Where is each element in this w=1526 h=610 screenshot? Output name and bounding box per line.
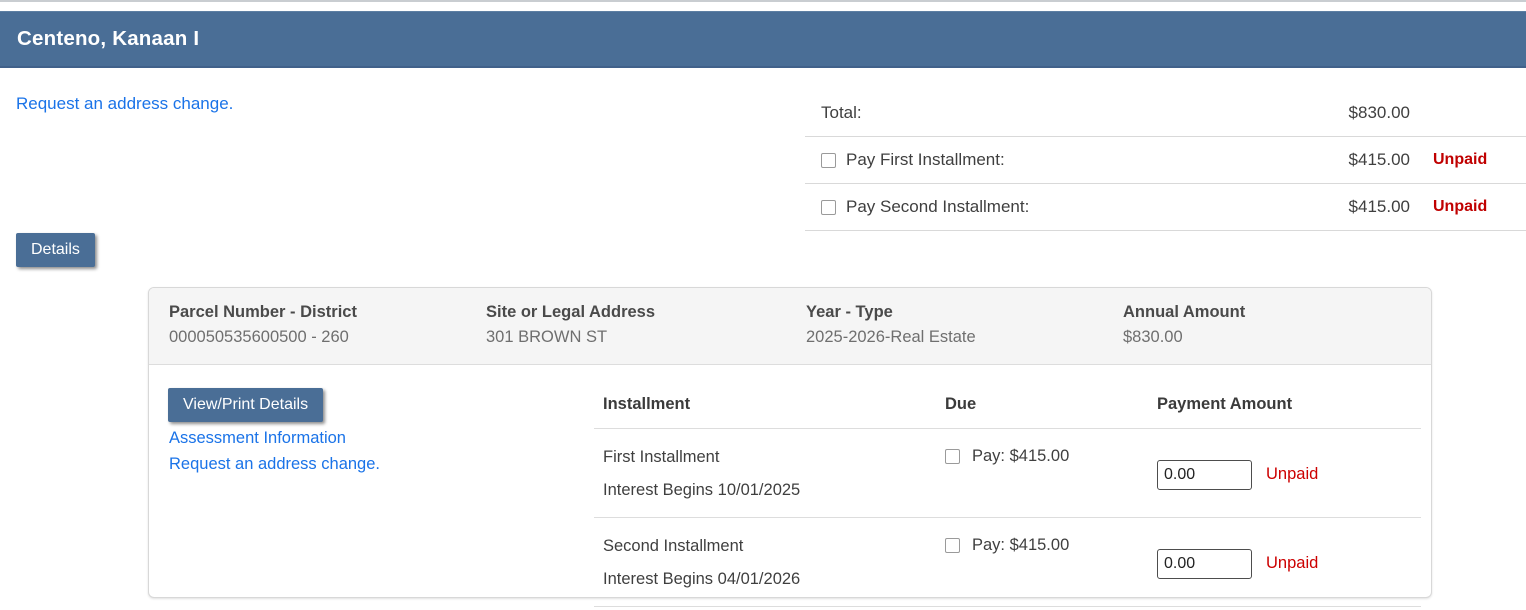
first-installment-status-badge: Unpaid bbox=[1433, 151, 1488, 168]
assessment-information-link[interactable]: Assessment Information bbox=[169, 429, 346, 447]
parcel-info-header: Parcel Number - District 000050535600500… bbox=[149, 288, 1431, 365]
row-pay-first-checkbox[interactable] bbox=[945, 448, 960, 464]
payment-amount-column-header: Payment Amount bbox=[1157, 395, 1293, 413]
parcel-details-body: View/Print Details Assessment Informatio… bbox=[149, 365, 1431, 607]
table-row: First Installment Interest Begins 10/01/… bbox=[594, 429, 1421, 518]
taxpayer-title-bar: Centeno, Kanaan I bbox=[0, 11, 1526, 68]
summary-row-total: Total: $830.00 bbox=[805, 90, 1526, 137]
due-column-header: Due bbox=[945, 395, 977, 413]
first-installment-payment-cell: Unpaid bbox=[1148, 442, 1421, 507]
summary-row-first-installment: Pay First Installment: $415.00 Unpaid bbox=[805, 137, 1526, 184]
second-payment-status: Unpaid bbox=[1266, 554, 1319, 572]
second-installment-status-badge: Unpaid bbox=[1433, 198, 1488, 215]
parcel-info-col-year-type: Year - Type 2025-2026-Real Estate bbox=[806, 303, 1123, 364]
interest-begins-note: Interest Begins 04/01/2026 bbox=[603, 570, 801, 588]
second-installment-label: Pay Second Installment: bbox=[846, 197, 1030, 216]
row-pay-second-checkbox[interactable] bbox=[945, 537, 960, 553]
annual-amount-label: Annual Amount bbox=[1123, 303, 1246, 321]
second-installment-amount: $415.00 bbox=[1348, 197, 1410, 216]
first-payment-amount-input[interactable] bbox=[1157, 459, 1252, 490]
pay-first-installment-checkbox[interactable] bbox=[821, 152, 836, 168]
second-payment-amount-input[interactable] bbox=[1157, 548, 1252, 579]
installment-name: First Installment bbox=[603, 448, 720, 466]
second-installment-payment-cell: Unpaid bbox=[1148, 531, 1421, 596]
due-amount-text: Pay: $415.00 bbox=[972, 446, 1070, 465]
details-button[interactable]: Details bbox=[16, 233, 95, 267]
parcel-info-col-annual-amount: Annual Amount $830.00 bbox=[1123, 303, 1411, 364]
first-installment-label: Pay First Installment: bbox=[846, 150, 1005, 169]
first-payment-status: Unpaid bbox=[1266, 465, 1319, 483]
second-installment-due-cell: Pay: $415.00 bbox=[936, 534, 1148, 556]
taxpayer-name: Centeno, Kanaan I bbox=[17, 27, 200, 50]
installment-column-header: Installment bbox=[603, 395, 691, 413]
site-address-label: Site or Legal Address bbox=[486, 303, 656, 321]
parcel-info-col-address: Site or Legal Address 301 BROWN ST bbox=[486, 303, 806, 364]
pay-second-installment-checkbox[interactable] bbox=[821, 199, 836, 215]
interest-begins-note: Interest Begins 10/01/2025 bbox=[603, 481, 801, 499]
parcel-details-panel: Parcel Number - District 000050535600500… bbox=[148, 287, 1432, 607]
total-label: Total: bbox=[821, 103, 862, 122]
address-change-link-panel[interactable]: Request an address change. bbox=[169, 455, 380, 473]
due-amount-text: Pay: $415.00 bbox=[972, 535, 1070, 554]
first-installment-label-wrap: Pay First Installment: bbox=[821, 150, 1320, 170]
installment-table: Installment Due Payment Amount First Ins… bbox=[594, 389, 1421, 607]
year-type-label: Year - Type bbox=[806, 303, 893, 321]
parcel-number-value: 000050535600500 - 260 bbox=[169, 328, 349, 346]
installment-name: Second Installment bbox=[603, 537, 744, 555]
total-amount: $830.00 bbox=[1348, 103, 1410, 122]
year-type-value: 2025-2026-Real Estate bbox=[806, 328, 976, 346]
installment-table-header: Installment Due Payment Amount bbox=[594, 389, 1421, 429]
view-print-details-button[interactable]: View/Print Details bbox=[168, 388, 324, 422]
first-installment-due-cell: Pay: $415.00 bbox=[936, 445, 1148, 467]
top-edge-divider bbox=[0, 0, 1526, 2]
parcel-info-col-parcel: Parcel Number - District 000050535600500… bbox=[169, 303, 486, 364]
summary-row-second-installment: Pay Second Installment: $415.00 Unpaid bbox=[805, 184, 1526, 231]
site-address-value: 301 BROWN ST bbox=[486, 328, 608, 346]
first-installment-amount: $415.00 bbox=[1348, 150, 1410, 169]
first-installment-cell: First Installment Interest Begins 10/01/… bbox=[594, 441, 936, 507]
address-change-link-top[interactable]: Request an address change. bbox=[16, 94, 234, 113]
table-row: Second Installment Interest Begins 04/01… bbox=[594, 518, 1421, 607]
second-installment-label-wrap: Pay Second Installment: bbox=[821, 197, 1320, 217]
payment-summary: Total: $830.00 Pay First Installment: $4… bbox=[805, 90, 1526, 231]
panel-links: Assessment Information Request an addres… bbox=[169, 425, 380, 477]
second-installment-cell: Second Installment Interest Begins 04/01… bbox=[594, 530, 936, 596]
annual-amount-value: $830.00 bbox=[1123, 328, 1183, 346]
parcel-number-label: Parcel Number - District bbox=[169, 303, 357, 321]
